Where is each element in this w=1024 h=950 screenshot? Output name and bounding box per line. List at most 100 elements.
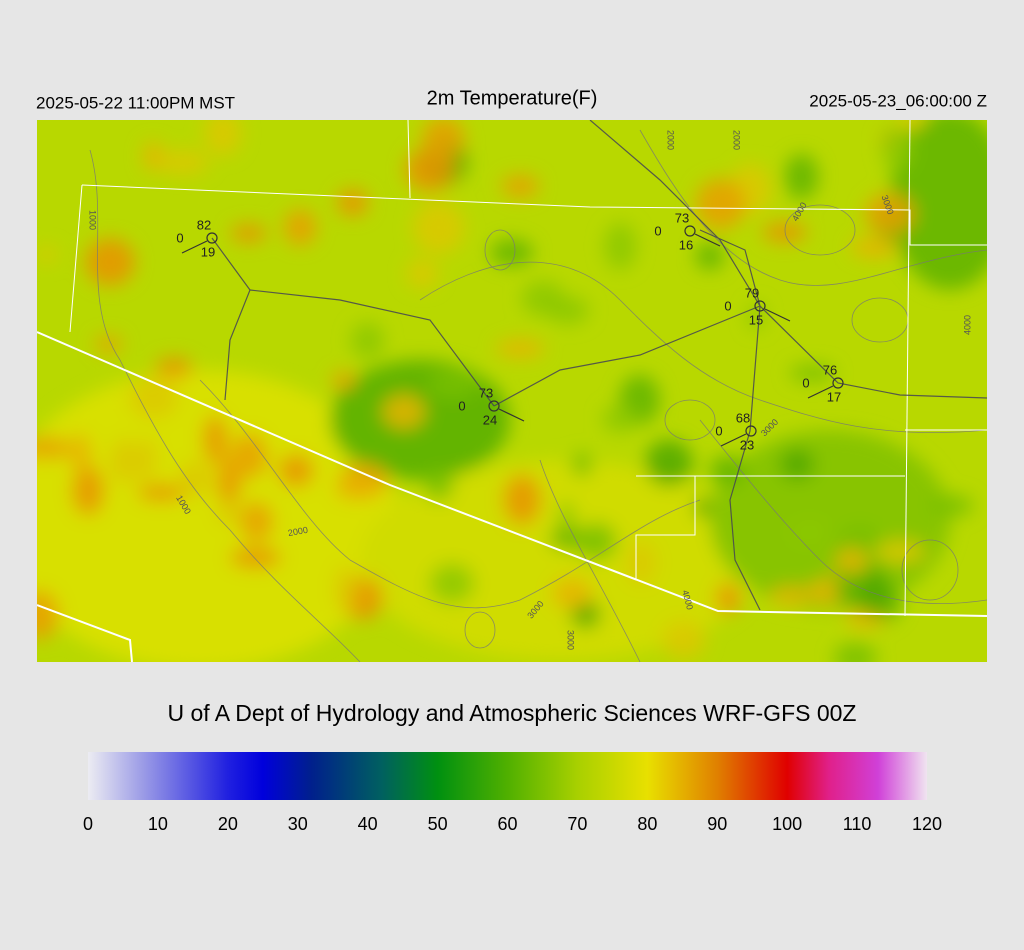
roads: [211, 120, 987, 611]
station-dewpoint: 19: [201, 244, 215, 259]
field-area: [928, 494, 974, 517]
field-area: [177, 461, 213, 498]
wind-barb: [498, 408, 525, 422]
field-area: [762, 222, 808, 243]
field-area: [716, 582, 741, 614]
field-area: [644, 439, 693, 487]
field-area: [695, 178, 746, 229]
field-area: [602, 405, 639, 433]
valid-local-time: 2025-05-22 11:00PM MST: [36, 93, 235, 112]
field-area: [216, 457, 238, 476]
field-area: [571, 452, 593, 477]
field-area: [574, 522, 617, 561]
colorbar-tick-label: 50: [428, 814, 448, 834]
field-area: [283, 209, 317, 246]
field-area: [216, 469, 242, 503]
contour-label: 3000: [566, 630, 576, 650]
colorbar-tick-label: 100: [772, 814, 802, 834]
field-area: [37, 436, 72, 460]
station-temperature: 79: [745, 285, 759, 300]
field-area: [406, 259, 438, 288]
field-area: [229, 433, 269, 479]
field-area: [109, 438, 143, 484]
station-dewpoint: 24: [483, 412, 497, 427]
contour-label: 2000: [732, 130, 742, 150]
field-area: [857, 567, 892, 616]
field-area: [155, 357, 193, 379]
station-wind: 0: [715, 423, 722, 438]
station-wind: 0: [458, 398, 465, 413]
colorbar-tick-label: 20: [218, 814, 238, 834]
field-area: [695, 242, 725, 271]
field-area: [382, 394, 426, 430]
station-temperature: 82: [197, 217, 211, 232]
field-area: [350, 322, 385, 359]
field-area: [423, 469, 454, 501]
field-area: [68, 433, 93, 471]
field-area: [864, 193, 916, 235]
field-area: [336, 189, 369, 217]
field-area: [278, 453, 315, 488]
colorbar-tick-label: 70: [567, 814, 587, 834]
field-area: [896, 120, 928, 130]
station-marker: [745, 425, 757, 437]
field-area: [709, 455, 746, 486]
field-area: [85, 238, 136, 286]
wind-barb: [181, 240, 208, 254]
colorbar: 0 10 20 30 40 50 60 70 80 90 100 110 120: [83, 752, 942, 834]
colorbar-bar: [88, 752, 927, 800]
wind-barb: [807, 385, 834, 399]
station-temperature: 73: [479, 385, 493, 400]
field-area: [427, 369, 479, 399]
station-temperature: 73: [675, 210, 689, 225]
field-area: [836, 570, 860, 608]
field-area: [489, 239, 534, 267]
colorbar-tick-label: 120: [912, 814, 942, 834]
field-area: [710, 430, 950, 610]
station-marker: [488, 400, 500, 412]
station-temperature: 76: [823, 362, 837, 377]
station-marker: [832, 377, 844, 389]
field-area: [334, 480, 382, 501]
field-area: [769, 586, 815, 606]
field-area: [331, 371, 357, 390]
field-area: [789, 519, 830, 546]
field-area: [429, 563, 475, 604]
valid-utc-time: 2025-05-23_06:00:00 Z: [809, 91, 987, 110]
field-area: [784, 153, 819, 200]
station-marker: [684, 225, 696, 237]
station-wind: 0: [802, 375, 809, 390]
field-area: [239, 501, 274, 543]
field-area: [156, 150, 209, 175]
station-temperature: 68: [736, 410, 750, 425]
colorbar-tick-label: 80: [637, 814, 657, 834]
field-area: [546, 296, 590, 325]
field-area: [421, 120, 465, 160]
field-area: [873, 540, 926, 564]
field-area: [71, 466, 105, 516]
boundaries: [37, 120, 987, 662]
wind-barb: [764, 308, 791, 322]
field-area: [139, 436, 157, 483]
station-wind: 0: [724, 298, 731, 313]
colorbar-tick-label: 60: [497, 814, 517, 834]
field-area: [779, 448, 815, 481]
contour-label: 1000: [88, 210, 98, 230]
field-area: [501, 175, 540, 198]
field-area: [412, 201, 465, 254]
station-plots: 82 0 19 73 0 16 79 0 15 76 0 17 73 0 24 68 0 23: [176, 210, 844, 452]
station-marker: [754, 300, 766, 312]
field-area: [230, 224, 267, 243]
field-area: [216, 499, 243, 525]
field-area: [202, 415, 228, 464]
station-dewpoint: 15: [749, 312, 763, 327]
field-area: [495, 339, 545, 358]
station-marker: [206, 232, 218, 244]
field-area: [850, 237, 900, 258]
colorbar-tick-label: 10: [148, 814, 168, 834]
map-title: 2m Temperature(F): [427, 87, 598, 109]
field-area: [662, 620, 706, 659]
field-area: [143, 141, 163, 171]
